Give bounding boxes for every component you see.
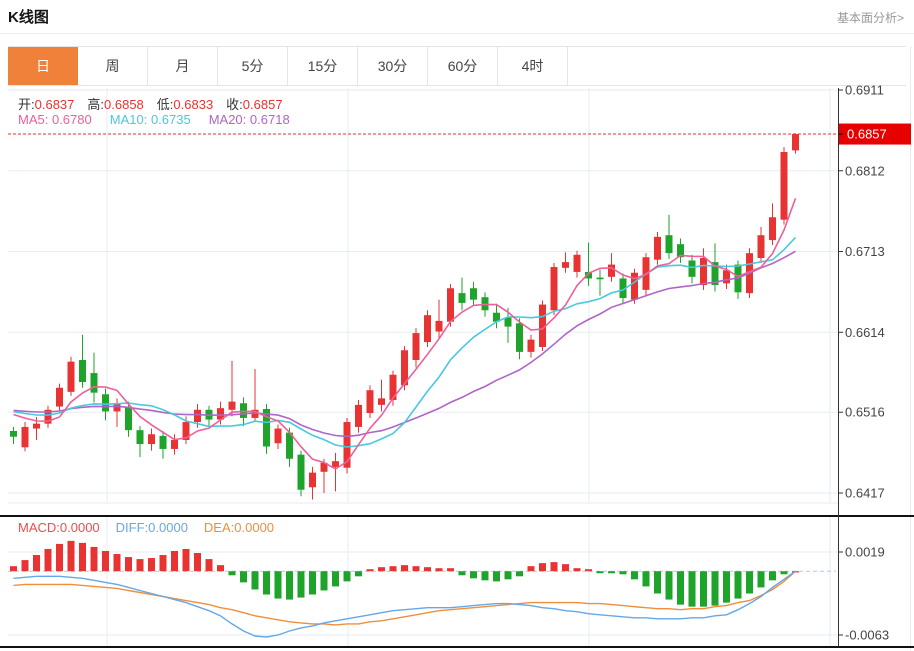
svg-text:0.6516: 0.6516 — [845, 405, 885, 420]
header-divider — [0, 33, 914, 34]
svg-text:0.6417: 0.6417 — [845, 486, 885, 501]
high-label: 高: — [87, 97, 105, 112]
ma5-value: 0.6780 — [51, 112, 92, 127]
ma5-line — [13, 198, 797, 470]
ma10-line — [13, 236, 797, 448]
tab-60min[interactable]: 60分 — [428, 47, 498, 85]
container-right-border — [910, 46, 911, 650]
svg-text:0.6911: 0.6911 — [845, 83, 884, 98]
price-axis-labels: 0.6911 0.6812 0.6713 0.6614 0.6516 0.6417 0.00… — [838, 83, 889, 643]
fundamental-analysis-link[interactable]: 基本面分析> — [836, 11, 904, 25]
ma10-value: 0.6735 — [150, 112, 191, 127]
gridlines — [8, 88, 838, 646]
macd-readout: MACD:0.0000 DIFF:0.0000 DEA:0.0000 — [18, 520, 290, 535]
tab-15min[interactable]: 15分 — [288, 47, 358, 85]
low-value: 0.6833 — [173, 97, 214, 112]
tab-month[interactable]: 月 — [148, 47, 218, 85]
svg-text:0.0019: 0.0019 — [845, 545, 885, 560]
tab-30min[interactable]: 30分 — [358, 47, 428, 85]
macd-histogram — [10, 540, 799, 607]
svg-text:0.6857: 0.6857 — [847, 127, 887, 142]
diff-label: DIFF: — [115, 520, 149, 535]
tab-5min[interactable]: 5分 — [218, 47, 288, 85]
tab-day[interactable]: 日 — [8, 47, 78, 85]
tab-week[interactable]: 周 — [78, 47, 148, 85]
page-title: K线图 — [8, 9, 49, 26]
svg-text:0.6812: 0.6812 — [845, 163, 885, 178]
dea-line — [13, 570, 796, 626]
dea-value: 0.0000 — [234, 520, 275, 535]
open-label: 开: — [18, 97, 35, 112]
ma10-label: MA10: — [109, 112, 148, 127]
current-price-tag: 0.6857 — [838, 123, 911, 145]
diff-line — [13, 570, 796, 638]
svg-text:0.6713: 0.6713 — [845, 244, 885, 259]
tab-4hour[interactable]: 4时 — [498, 47, 568, 85]
candle-series — [10, 133, 799, 500]
macd-value: 0.0000 — [59, 520, 100, 535]
timeframe-tab-bar: 日周月 5分 15分 30分 60分 4时 — [8, 46, 906, 86]
ma5-label: MA5: — [18, 112, 49, 127]
close-label: 收: — [226, 97, 243, 112]
svg-text:0.6614: 0.6614 — [845, 325, 885, 340]
open-value: 0.6837 — [34, 97, 75, 112]
macd-label: MACD: — [18, 520, 60, 535]
ohlc-readout: 开:0.6837 高:0.6858 低:0.6833 收:0.6857 — [18, 94, 296, 113]
diff-value: 0.0000 — [148, 520, 188, 535]
close-value: 0.6857 — [242, 97, 283, 112]
ma20-label: MA20: — [208, 112, 247, 127]
svg-text:-0.0063: -0.0063 — [845, 628, 889, 643]
low-label: 低: — [156, 97, 174, 112]
high-value: 0.6858 — [104, 97, 144, 112]
ma-readout: MA5: 0.6780 MA10: 0.6735 MA20: 0.6718 — [18, 112, 308, 127]
ma20-value: 0.6718 — [249, 112, 290, 127]
dea-label: DEA: — [203, 520, 235, 535]
